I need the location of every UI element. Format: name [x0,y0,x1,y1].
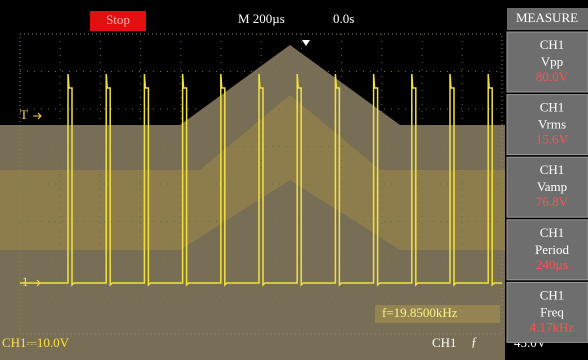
measure-value: 240µs [536,257,568,272]
measure-channel: CH1 [540,225,565,240]
trigger-level-marker: T [20,107,28,122]
frequency-readout: f=19.8500kHz [382,305,458,320]
measure-name: Freq [540,304,564,319]
measure-name: Period [535,242,569,257]
trigger-slope: ƒ [471,334,478,349]
trigger-source: CH1 [432,335,457,350]
measure-value: 15.6V [536,132,569,147]
status: Stop [106,12,130,27]
measure-title: MEASURE [516,10,578,25]
oscilloscope-screen: Stop M 200µs 0.0s T 1 f=19.8500kHz CH1⎓1… [0,0,588,360]
measure-name: Vpp [541,54,563,69]
measure-channel: CH1 [540,100,565,115]
measure-value: 76.8V [536,194,569,209]
measure-name: Vamp [537,179,567,194]
channel-scale: CH1⎓10.0V [2,335,70,350]
measure-name: Vrms [538,117,566,132]
timebase: M 200µs [238,11,285,26]
measure-channel: CH1 [540,162,565,177]
trigger-position: 0.0s [333,11,354,26]
measure-value: 4.17kHz [530,319,575,334]
measure-channel: CH1 [540,37,565,52]
measure-value: 80.0V [536,69,569,84]
measure-channel: CH1 [540,287,565,302]
channel-marker: 1 [22,274,29,289]
